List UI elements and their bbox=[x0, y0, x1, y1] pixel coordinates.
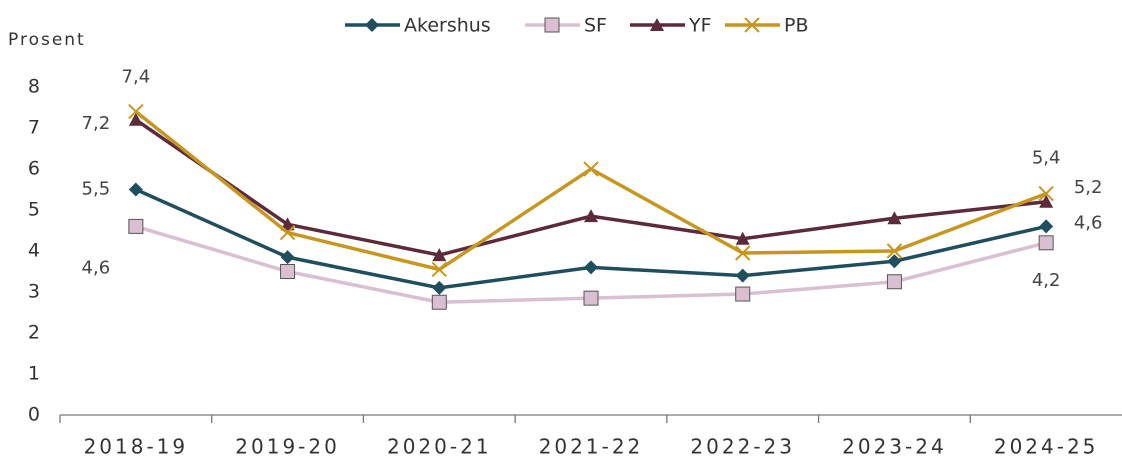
data-point bbox=[735, 268, 750, 283]
y-tick-label: 1 bbox=[28, 363, 40, 385]
data-label: 4,6 bbox=[82, 257, 111, 278]
legend-marker bbox=[544, 17, 560, 33]
data-point bbox=[886, 274, 902, 290]
x-tick-label: 2020-21 bbox=[387, 435, 492, 459]
data-point bbox=[887, 254, 902, 269]
data-point bbox=[735, 231, 750, 245]
series-line bbox=[134, 110, 1047, 272]
y-tick-label: 7 bbox=[28, 117, 40, 139]
data-point bbox=[1039, 219, 1054, 234]
legend-marker bbox=[650, 18, 664, 31]
data-point bbox=[1038, 235, 1054, 251]
data-point bbox=[128, 182, 143, 197]
legend-marker bbox=[365, 18, 379, 32]
data-point bbox=[583, 290, 599, 306]
data-point bbox=[1038, 185, 1054, 202]
x-tick-label: 2022-23 bbox=[690, 435, 795, 459]
data-point bbox=[431, 294, 447, 310]
series-line bbox=[134, 118, 1047, 257]
data-label: 4,2 bbox=[1032, 270, 1061, 291]
data-label: 5,4 bbox=[1032, 148, 1061, 169]
y-axis-label: Prosent bbox=[8, 30, 86, 50]
data-point bbox=[1039, 194, 1054, 208]
legend-label: Akershus bbox=[404, 15, 491, 37]
y-tick-label: 2 bbox=[28, 322, 40, 344]
data-point bbox=[280, 217, 295, 231]
data-label: 5,5 bbox=[82, 179, 111, 200]
legend-marker bbox=[744, 17, 760, 33]
data-point bbox=[128, 103, 144, 120]
data-point bbox=[128, 112, 143, 126]
legend-label: PB bbox=[784, 15, 809, 37]
legend-label: SF bbox=[584, 15, 607, 37]
y-tick-label: 5 bbox=[28, 199, 40, 221]
y-tick-label: 4 bbox=[28, 240, 40, 262]
data-point bbox=[886, 243, 903, 259]
y-tick-label: 8 bbox=[28, 76, 40, 98]
data-label: 7,2 bbox=[82, 113, 111, 134]
data-point bbox=[279, 224, 296, 241]
y-tick-label: 6 bbox=[28, 158, 40, 180]
data-point bbox=[280, 250, 295, 265]
data-point bbox=[584, 260, 598, 275]
data-label: 7,4 bbox=[122, 67, 151, 88]
x-tick-label: 2021-22 bbox=[539, 435, 644, 459]
data-point bbox=[887, 211, 902, 225]
legend-label: YF bbox=[688, 15, 712, 37]
data-point bbox=[280, 264, 296, 279]
y-tick-label: 3 bbox=[28, 281, 40, 303]
data-point bbox=[432, 280, 447, 295]
x-tick-label: 2019-20 bbox=[235, 435, 340, 459]
data-point bbox=[735, 286, 751, 302]
data-label: 4,6 bbox=[1074, 212, 1103, 233]
y-tick-label: 0 bbox=[28, 404, 40, 426]
data-point bbox=[128, 218, 144, 234]
data-point bbox=[432, 248, 447, 262]
x-tick-label: 2023-24 bbox=[842, 435, 947, 459]
data-label: 5,2 bbox=[1074, 177, 1103, 198]
data-point bbox=[431, 261, 447, 278]
x-tick-label: 2024-25 bbox=[994, 435, 1099, 459]
data-point bbox=[583, 161, 599, 177]
x-tick-label: 2018-19 bbox=[84, 435, 189, 459]
data-point bbox=[735, 245, 751, 261]
data-point bbox=[584, 209, 598, 223]
